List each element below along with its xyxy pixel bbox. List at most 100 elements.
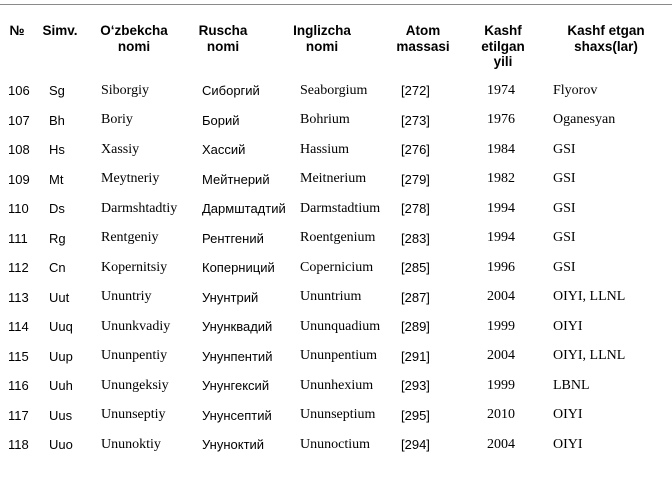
table-row: 114 Uuq Ununkvadiy Унунквадий Ununquadium [28… — [0, 312, 672, 342]
table-cell-number: 107 — [8, 112, 30, 128]
table-cell-discovery-year: 2004 — [487, 348, 515, 364]
table-cell-russian-name: Хассий — [202, 142, 246, 158]
table-cell-discoverer: Flyorov — [553, 82, 598, 98]
column-header-atomic-mass: Atom massasi — [396, 23, 450, 54]
table-cell-atomic-mass: [272] — [401, 83, 430, 99]
table-cell-uzbek-name: Rentgeniy — [101, 230, 159, 246]
table-cell-english-name: Darmstadtium — [300, 200, 381, 216]
table-cell-atomic-mass: [276] — [401, 142, 430, 158]
table-row: 109 Mt Meytneriy Мейтнерий Meitnerium [279] 19… — [0, 165, 672, 195]
table-cell-atomic-mass: [287] — [401, 289, 430, 305]
table-cell-discovery-year: 1994 — [487, 200, 515, 216]
table-cell-english-name: Ununpentium — [300, 348, 377, 364]
table-cell-atomic-mass: [278] — [401, 201, 430, 217]
table-cell-discoverer: OIYI — [553, 318, 583, 334]
column-header-uzbek-name: O‘zbekcha nomi — [100, 23, 168, 54]
table-cell-discoverer: OIYI, LLNL — [553, 348, 626, 364]
table-cell-atomic-mass: [289] — [401, 319, 430, 335]
table-cell-discoverer: OIYI — [553, 436, 583, 452]
table-cell-english-name: Hassium — [300, 141, 349, 157]
table-cell-uzbek-name: Unungeksiy — [101, 377, 169, 393]
table-cell-discovery-year: 1996 — [487, 259, 515, 275]
table-cell-discoverer: LBNL — [553, 377, 590, 393]
table-cell-number: 110 — [8, 201, 29, 217]
table-cell-discoverer: Oganesyan — [553, 112, 616, 128]
table-cell-discoverer: GSI — [553, 259, 576, 275]
table-cell-symbol: Uus — [49, 407, 73, 423]
table-cell-russian-name: Унунтрий — [202, 289, 259, 305]
table-cell-symbol: Sg — [49, 83, 65, 99]
table-row: 111 Rg Rentgeniy Рентгений Roentgenium [283] 1… — [0, 224, 672, 254]
table-cell-english-name: Ununseptium — [300, 407, 376, 423]
table-row: 116 Uuh Unungeksiy Унунгексий Ununhexium [293… — [0, 371, 672, 401]
top-divider — [0, 4, 672, 5]
table-cell-symbol: Uuq — [49, 319, 73, 335]
table-cell-discovery-year: 1999 — [487, 377, 515, 393]
table-cell-russian-name: Рентгений — [202, 230, 264, 246]
table-cell-number: 113 — [8, 289, 29, 305]
table-cell-discoverer: GSI — [553, 230, 576, 246]
table-cell-russian-name: Борий — [202, 112, 240, 128]
table-cell-symbol: Uuo — [49, 437, 73, 453]
column-header-english-name: Inglizcha nomi — [293, 23, 351, 54]
table-body: 106 Sg Siborgiy Сиборгий Seaborgium [272] 1974… — [0, 76, 672, 460]
table-cell-symbol: Hs — [49, 142, 65, 158]
table-cell-atomic-mass: [293] — [401, 378, 430, 394]
table-row: 108 Hs Xassiy Хассий Hassium [276] 1984 GSI — [0, 135, 672, 165]
table-cell-symbol: Mt — [49, 171, 64, 187]
table-cell-atomic-mass: [285] — [401, 260, 430, 276]
column-header-russian-name: Ruscha nomi — [198, 23, 248, 54]
table-cell-discoverer: GSI — [553, 141, 576, 157]
column-header-number: № — [9, 23, 25, 38]
table-cell-discovery-year: 1982 — [487, 171, 515, 187]
table-cell-discoverer: OIYI — [553, 407, 583, 423]
table-cell-uzbek-name: Ununoktiy — [101, 436, 161, 452]
table-cell-uzbek-name: Ununkvadiy — [101, 318, 171, 334]
table-cell-uzbek-name: Kopernitsiy — [101, 259, 168, 275]
table-cell-russian-name: Унунквадий — [202, 319, 273, 335]
table-cell-number: 111 — [8, 230, 28, 246]
table-row: 115 Uup Ununpentiy Унунпентий Ununpentium [29… — [0, 342, 672, 372]
table-cell-atomic-mass: [291] — [401, 348, 430, 364]
table-cell-discovery-year: 2004 — [487, 289, 515, 305]
table-header-row: № Simv. O‘zbekcha nomi Ruscha nomi Ingli… — [0, 16, 672, 76]
table-cell-number: 118 — [8, 437, 29, 453]
table-cell-russian-name: Унунпентий — [202, 348, 273, 364]
table-cell-english-name: Ununtrium — [300, 289, 362, 305]
table-cell-symbol: Cn — [49, 260, 66, 276]
table-row: 106 Sg Siborgiy Сиборгий Seaborgium [272] 1974… — [0, 76, 672, 106]
table-cell-discovery-year: 1994 — [487, 230, 515, 246]
table-cell-english-name: Roentgenium — [300, 230, 376, 246]
table-cell-atomic-mass: [294] — [401, 437, 430, 453]
table-cell-atomic-mass: [283] — [401, 230, 430, 246]
table-header: № Simv. O‘zbekcha nomi Ruscha nomi Ingli… — [0, 16, 672, 76]
table-cell-atomic-mass: [279] — [401, 171, 430, 187]
table-cell-discovery-year: 1984 — [487, 141, 515, 157]
table-cell-english-name: Seaborgium — [300, 82, 368, 98]
table-row: 107 Bh Boriy Борий Bohrium [273] 1976 Oganesyan — [0, 106, 672, 136]
table-cell-uzbek-name: Siborgiy — [101, 82, 149, 98]
table-row: 110 Ds Darmshtadtiy Дармштадтий Darmstadtium… — [0, 194, 672, 224]
table-cell-number: 112 — [8, 260, 29, 276]
table-cell-discoverer: GSI — [553, 171, 576, 187]
table-cell-russian-name: Коперниций — [202, 260, 275, 276]
elements-table: № Simv. O‘zbekcha nomi Ruscha nomi Ingli… — [0, 16, 672, 460]
table-cell-number: 116 — [8, 378, 29, 394]
table-cell-symbol: Bh — [49, 112, 65, 128]
table-cell-english-name: Meitnerium — [300, 171, 367, 187]
table-cell-uzbek-name: Darmshtadtiy — [101, 200, 178, 216]
table-row: 112 Cn Kopernitsiy Коперниций Copernicium [28… — [0, 253, 672, 283]
table-cell-discovery-year: 1976 — [487, 112, 515, 128]
table-cell-number: 108 — [8, 142, 30, 158]
table-cell-uzbek-name: Ununseptiy — [101, 407, 166, 423]
table-cell-russian-name: Унунгексий — [202, 378, 270, 394]
column-header-symbol: Simv. — [42, 23, 78, 38]
table-cell-english-name: Bohrium — [300, 112, 350, 128]
table-cell-discovery-year: 2010 — [487, 407, 515, 423]
table-cell-uzbek-name: Ununpentiy — [101, 348, 168, 364]
table-cell-symbol: Uuh — [49, 378, 73, 394]
table-cell-uzbek-name: Xassiy — [101, 141, 140, 157]
table-row: 117 Uus Ununseptiy Унунсептий Ununseptium [29… — [0, 401, 672, 431]
table-cell-english-name: Ununhexium — [300, 377, 374, 393]
